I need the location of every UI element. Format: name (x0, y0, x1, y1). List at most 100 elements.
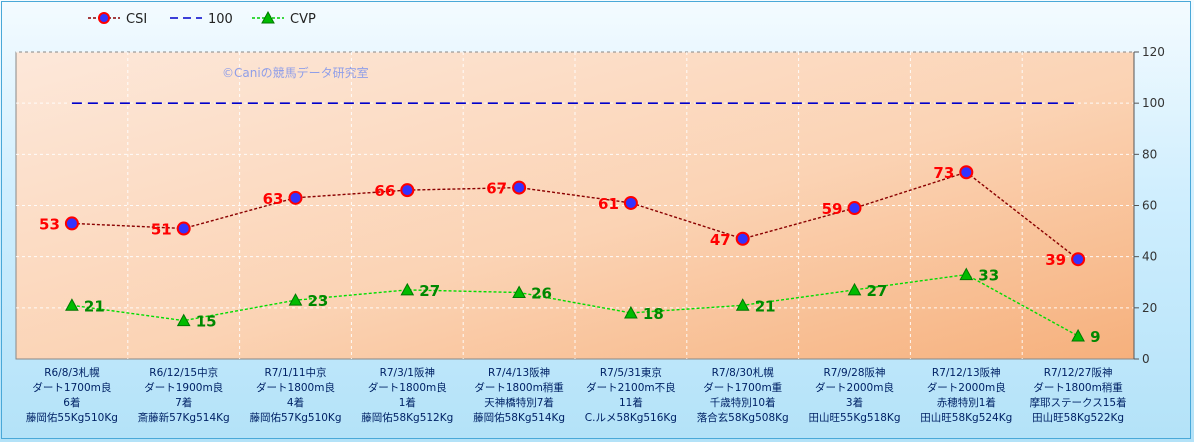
series-line-cvp (71, 273, 1079, 337)
legend-label: 100 (208, 12, 233, 27)
x-tick-label-line: 藤岡佑55Kg510Kg (26, 411, 118, 424)
x-tick-label-line: ダート2100m不良 (586, 381, 675, 394)
cvp-data-label: 21 (84, 297, 105, 315)
cvp-data-label: 18 (643, 305, 664, 323)
legend: CSI 100 CVP (88, 10, 316, 27)
cvp-point (400, 282, 415, 296)
x-tick-label-line: R7/12/13阪神 (932, 366, 1001, 379)
x-tick-label-line: 7着 (175, 396, 192, 409)
cvp-point (176, 313, 191, 327)
x-tick-label-line: C.ルメ58Kg516Kg (585, 412, 677, 424)
x-tick-label-line: ダート1800m良 (256, 381, 335, 394)
x-tick-label-line: 藤岡佑57Kg510Kg (249, 411, 341, 424)
y-tick-label: 40 (1142, 250, 1157, 264)
csi-point (735, 231, 750, 246)
csi-point (176, 221, 191, 236)
x-tick-label-line: R7/4/13阪神 (488, 366, 550, 379)
x-tick-label-line: 藤岡佑58Kg512Kg (361, 411, 453, 424)
csi-point (1071, 252, 1086, 267)
cvp-point (512, 285, 526, 298)
series-line-csi (71, 171, 1079, 260)
cvp-data-label: 27 (867, 282, 888, 300)
x-tick-label-line: ダート2000m良 (927, 381, 1006, 394)
legend-marker-circle (98, 12, 110, 24)
cvp-point (847, 282, 862, 296)
cvp-data-label: 27 (419, 282, 440, 300)
x-tick-label-line: 田山旺58Kg522Kg (1032, 412, 1124, 424)
csi-data-label: 63 (263, 190, 284, 208)
csi-point (288, 190, 303, 205)
x-tick-label-line: 千歳特別10着 (710, 396, 776, 409)
x-tick-label-line: R7/12/27阪神 (1044, 366, 1113, 379)
cvp-data-label: 26 (531, 284, 552, 302)
x-tick-label-line: ダート1900m良 (144, 381, 223, 394)
series-layer: 53 51 63 66 67 61 47 59 73 39 21 15 23 27 26 18 21 27 33 9 (39, 102, 1101, 346)
csi-data-label: 47 (710, 231, 731, 249)
y-tick-label: 60 (1142, 199, 1157, 213)
y-axis: 0 20 40 60 80 100 120 (1133, 45, 1165, 366)
x-tick-label-line: R7/1/11中京 (264, 366, 326, 379)
x-tick-label-line: R6/12/15中京 (149, 366, 218, 379)
csi-data-label: 67 (486, 180, 507, 198)
x-tick-label-line: 斎藤新57Kg514Kg (138, 411, 230, 424)
cvp-point (735, 298, 750, 311)
x-tick-label-line: ダート1800m稍重 (1033, 381, 1122, 394)
csi-point (64, 216, 79, 231)
cvp-point (959, 267, 974, 281)
cvp-data-label: 9 (1090, 328, 1100, 346)
x-tick-label-line: ダート1800m良 (368, 381, 447, 394)
cvp-point (65, 298, 79, 311)
x-tick-label-line: ダート1700m重 (703, 381, 782, 394)
x-tick-label-line: R7/8/30札幌 (712, 366, 775, 379)
y-tick-label: 100 (1142, 96, 1165, 110)
cvp-data-label: 15 (196, 313, 217, 331)
cvp-data-label: 23 (308, 292, 329, 310)
x-tick-label-line: ダート1800m稍重 (474, 381, 563, 394)
csi-data-label: 61 (598, 195, 619, 213)
x-tick-label-line: 3着 (846, 396, 863, 409)
x-tick-label-line: R7/3/1阪神 (380, 366, 435, 379)
x-tick-label-line: R6/8/3札幌 (44, 366, 100, 379)
csi-data-label: 73 (933, 164, 954, 182)
x-tick-label-line: ダート2000m良 (815, 381, 894, 394)
legend-label: CSI (126, 12, 147, 27)
y-tick-label: 20 (1142, 301, 1157, 315)
x-tick-label-line: 天神橋特別7着 (484, 396, 554, 409)
legend-item-100: 100 (170, 12, 233, 27)
cvp-point (1071, 328, 1085, 342)
cvp-data-label: 21 (755, 297, 776, 315)
x-tick-label-line: 11着 (619, 396, 643, 409)
legend-item-csi: CSI (88, 12, 147, 27)
cvp-data-label: 33 (978, 267, 999, 285)
x-tick-label-line: R7/9/28阪神 (823, 366, 885, 379)
y-tick-label: 120 (1142, 45, 1165, 59)
x-tick-label-line: 赤穂特別1着 (937, 396, 996, 409)
csi-data-label: 66 (374, 182, 395, 200)
x-tick-label-line: 落合玄58Kg508Kg (697, 411, 789, 424)
y-tick-label: 80 (1142, 147, 1157, 161)
x-tick-label-line: 藤岡佑58Kg514Kg (473, 411, 565, 424)
csi-data-label: 59 (822, 200, 843, 218)
x-tick-label-line: R7/5/31東京 (600, 366, 662, 379)
csi-point (512, 180, 527, 195)
cvp-point (624, 305, 638, 319)
legend-marker-triangle (261, 10, 275, 24)
watermark: ©Caniの競馬データ研究室 (222, 65, 369, 80)
csi-point (959, 165, 974, 180)
x-tick-label-line: 6着 (63, 396, 80, 409)
csi-point (847, 201, 862, 216)
legend-item-cvp: CVP (252, 10, 316, 27)
x-tick-label: R7/12/27阪神ダート1800m稍重摩耶ステークス15着田山旺58Kg522… (1030, 366, 1127, 424)
x-tick-label-line: 摩耶ステークス15着 (1030, 396, 1127, 409)
x-tick-label-line: 田山旺55Kg518Kg (808, 412, 900, 424)
y-tick-label: 0 (1142, 352, 1150, 366)
